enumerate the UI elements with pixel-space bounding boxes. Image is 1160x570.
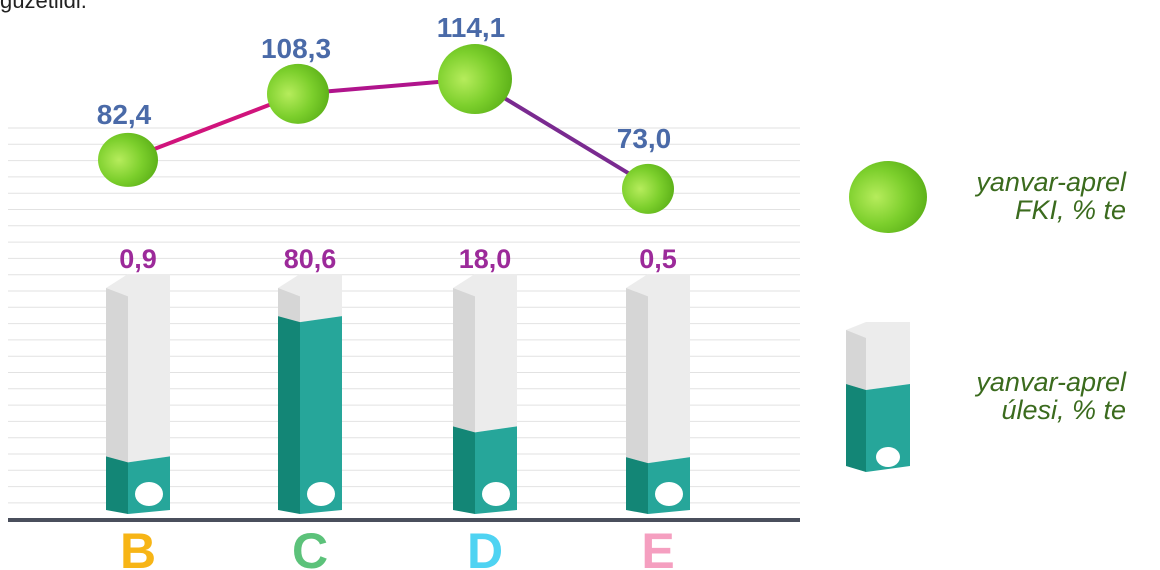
legend-line-label-2: FKI, % te — [1014, 195, 1126, 225]
line-value-label: 114,1 — [437, 12, 506, 43]
bar-fill-side-E — [626, 457, 648, 514]
category-label: C — [292, 523, 328, 570]
legend-bar-label: yanvar-aprel úlesi, % te — [906, 368, 1126, 424]
line-value-label: 108,3 — [261, 33, 331, 64]
line-markers — [98, 44, 674, 214]
bar-dot-E — [655, 482, 683, 506]
line-point-E — [622, 163, 674, 214]
line-value-label: 73,0 — [617, 123, 672, 154]
legend-bar-fill-front — [866, 384, 910, 472]
legend-bar-dot — [876, 447, 900, 467]
bar-fill-side-B — [106, 456, 128, 514]
bar-value-label: 0,9 — [119, 244, 157, 274]
legend-line-label: yanvar-aprel FKI, % te — [906, 168, 1126, 224]
bar-D — [453, 274, 517, 514]
bar-dot-B — [135, 482, 163, 506]
line-point-C — [267, 63, 329, 124]
bar-fill-side-D — [453, 426, 475, 514]
bar-dot-D — [482, 482, 510, 506]
bar-B — [106, 274, 170, 514]
bar-empty-side-D — [453, 288, 475, 433]
bar-fill-front-C — [300, 316, 342, 514]
line-point-B — [98, 132, 158, 187]
line-series — [125, 77, 648, 186]
legend-bar-empty-side — [846, 330, 866, 390]
bar-fill-side-C — [278, 316, 300, 514]
bar-value-label: 80,6 — [284, 244, 337, 274]
bar-empty-side-E — [626, 288, 648, 464]
line-point-D — [438, 44, 512, 115]
bar-C — [278, 274, 342, 514]
category-label: E — [641, 523, 674, 570]
legend-bar-label-2: úlesi, % te — [1001, 395, 1126, 425]
bar-value-label: 18,0 — [459, 244, 512, 274]
bar-series — [106, 274, 690, 514]
legend — [846, 161, 927, 472]
bar-dot-C — [307, 482, 335, 506]
data-labels: 0,9 80,6 18,0 0,5 82,4 108,3 114,1 73,0 — [97, 12, 677, 274]
bar-value-label: 0,5 — [639, 244, 677, 274]
category-label: B — [120, 523, 156, 570]
bar-empty-side-C — [278, 288, 300, 323]
bar-empty-side-B — [106, 288, 128, 463]
bar-E — [626, 274, 690, 514]
line-value-label: 82,4 — [97, 99, 152, 130]
category-labels: B C D E — [120, 523, 675, 570]
legend-bar-fill-side — [846, 384, 866, 472]
category-label: D — [467, 523, 503, 570]
legend-line-label-1: yanvar-aprel — [976, 167, 1126, 197]
legend-line-marker — [849, 161, 927, 233]
header-fragment: güzetildi. — [0, 0, 87, 13]
legend-bar-label-1: yanvar-aprel — [976, 367, 1126, 397]
